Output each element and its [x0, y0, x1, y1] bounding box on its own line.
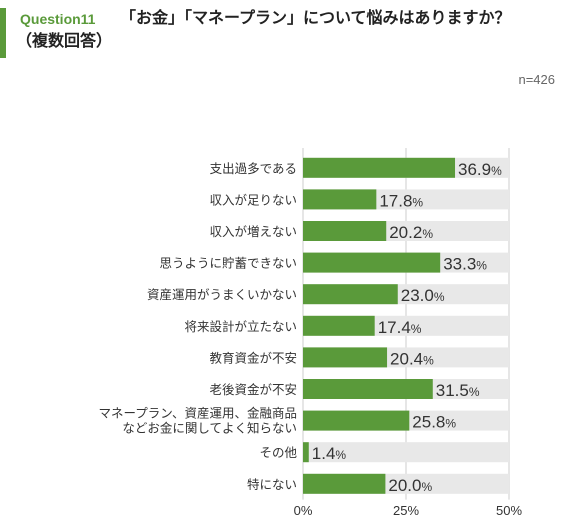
- bar: [303, 315, 375, 336]
- value-label: 1.4%: [312, 444, 347, 463]
- category-label: 老後資金が不安: [209, 382, 297, 397]
- category-label: などお金に関してよく知らない: [122, 421, 297, 436]
- bar: [303, 379, 433, 399]
- x-tick-label: 25%: [393, 503, 419, 518]
- category-label: 資産運用がうまくいかない: [147, 287, 297, 302]
- value-label: 36.9%: [458, 160, 502, 179]
- category-label: 収入が増えない: [209, 224, 297, 239]
- category-label: 教育資金が不安: [209, 350, 297, 365]
- value-label: 17.8%: [379, 191, 423, 210]
- bar-track: [303, 442, 509, 463]
- x-tick-label: 50%: [496, 503, 522, 518]
- category-label: その他: [259, 445, 297, 460]
- value-label: 17.4%: [378, 318, 422, 337]
- bar: [303, 252, 441, 273]
- question-title: 「お金」「マネープラン」について悩みはありますか？: [120, 8, 511, 27]
- bar: [303, 473, 386, 494]
- question-number: Question11: [20, 11, 96, 27]
- bar: [303, 157, 456, 178]
- bar: [303, 410, 410, 431]
- value-label: 20.0%: [388, 476, 432, 495]
- category-label: 将来設計が立たない: [184, 319, 297, 334]
- category-label: マネープラン、資産運用、金融商品: [98, 406, 297, 421]
- value-label: 23.0%: [401, 286, 445, 305]
- value-label: 20.2%: [389, 223, 433, 242]
- category-label: 特にない: [247, 477, 297, 492]
- bar: [303, 442, 309, 463]
- bar: [303, 189, 377, 210]
- category-label: 支出過多である: [210, 161, 297, 176]
- value-label: 25.8%: [412, 413, 456, 432]
- value-label: 31.5%: [436, 381, 480, 400]
- category-label: 思うように貯蓄できない: [159, 256, 297, 271]
- value-label: 33.3%: [443, 255, 487, 274]
- value-label: 20.4%: [390, 349, 434, 368]
- question-subtitle: （複数回答）: [16, 31, 113, 50]
- bar: [303, 347, 388, 368]
- category-label: 収入が足りない: [209, 192, 297, 207]
- bar: [303, 221, 387, 241]
- sample-size-label: n=426: [518, 72, 555, 87]
- accent-bar: [0, 8, 6, 58]
- bar: [303, 284, 398, 305]
- x-tick-label: 0%: [294, 503, 313, 518]
